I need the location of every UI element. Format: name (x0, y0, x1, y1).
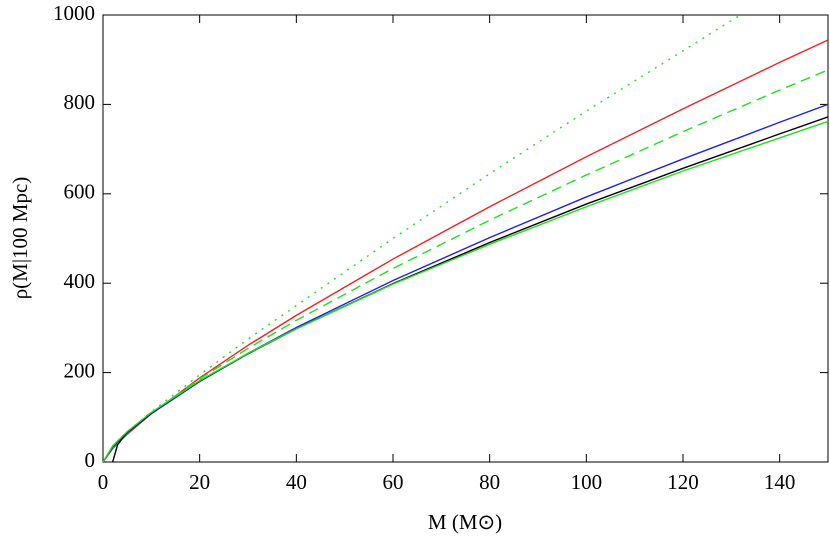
y-tick-label: 400 (64, 269, 96, 293)
series-line (103, 39, 828, 462)
series-line (103, 69, 828, 462)
y-tick-label: 200 (64, 358, 96, 382)
series-line (103, 120, 828, 462)
plot-area (103, 15, 828, 462)
y-tick-label: 800 (64, 90, 96, 114)
x-tick-label: 140 (764, 470, 796, 494)
plot-frame (102, 14, 829, 463)
y-tick-label: 1000 (53, 1, 95, 25)
x-tick-label: 120 (667, 470, 699, 494)
x-tick-label: 40 (286, 470, 307, 494)
y-axis-label: ρ(M|100 Mpc) (8, 177, 32, 300)
x-tick-label: 80 (479, 470, 500, 494)
y-tick-label: 600 (64, 180, 96, 204)
x-tick-label: 20 (189, 470, 210, 494)
y-tick-label: 0 (85, 448, 96, 472)
x-axis-label: M (M⊙) (428, 510, 502, 534)
series-line (103, 15, 742, 462)
x-tick-label: 60 (383, 470, 404, 494)
x-tick-label: 0 (98, 470, 109, 494)
series-line (111, 116, 828, 462)
x-tick-label: 100 (571, 470, 603, 494)
